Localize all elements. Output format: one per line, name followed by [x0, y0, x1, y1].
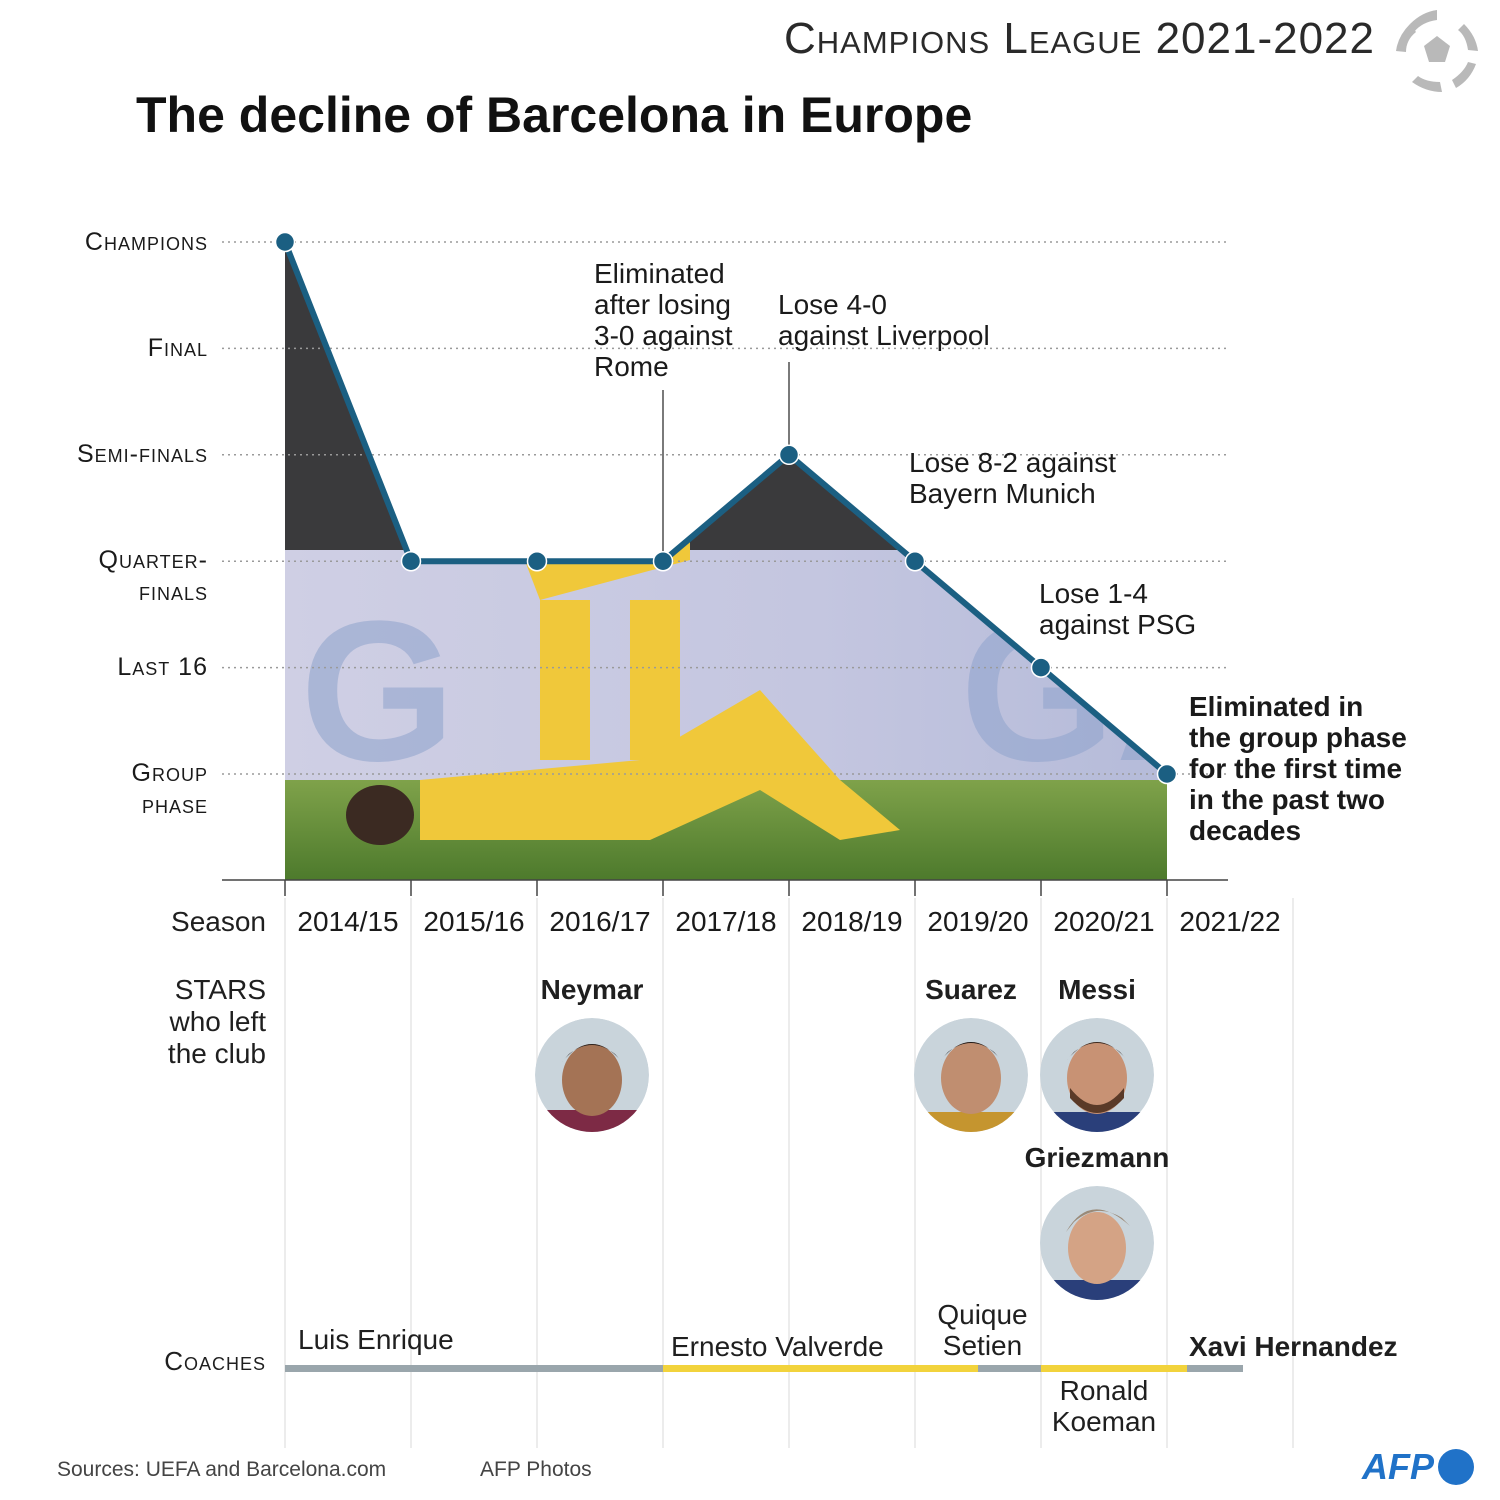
y-label-quarter-finals: Quarter-finals — [98, 546, 208, 606]
coach-ernesto-valverde: Ernesto Valverde — [671, 1331, 884, 1362]
afp-logo-dot — [1438, 1449, 1474, 1485]
data-point — [526, 550, 548, 572]
y-label-final: Final — [147, 334, 208, 362]
annotation-psg: Lose 1-4 against PSG — [1039, 578, 1197, 640]
annotation-rome: Eliminated after losing 3-0 against Rome — [594, 258, 733, 382]
data-point — [400, 550, 422, 572]
star-name: Suarez — [925, 974, 1017, 1005]
annotation-group-phase: Eliminated in the group phase for the fi… — [1189, 691, 1407, 846]
season-tick: 2020/21 — [1053, 906, 1155, 937]
star-name: Neymar — [540, 974, 644, 1005]
star-messi: Messi — [1017, 974, 1177, 1137]
annotation-liverpool: Lose 4-0 against Liverpool — [778, 289, 990, 351]
season-axis-title: Season — [171, 906, 266, 937]
photo-credit: AFP Photos — [480, 1458, 592, 1481]
y-label-last-16: Last 16 — [117, 653, 208, 681]
chart-title: The decline of Barcelona in Europe — [136, 87, 973, 143]
star-griezmann: Griezmann — [1017, 1142, 1177, 1305]
star-suarez: Suarez — [891, 974, 1051, 1137]
season-tick: 2016/17 — [549, 906, 651, 937]
annotation-bayern: Lose 8-2 against Bayern Munich — [909, 447, 1117, 509]
data-point — [274, 231, 296, 253]
data-point — [1030, 657, 1052, 678]
coach-quique-setien: Quique Setien — [937, 1299, 1028, 1361]
data-point — [652, 550, 674, 572]
season-tick: 2018/19 — [801, 906, 903, 937]
x-axis — [222, 879, 1228, 896]
header-series-title: Champions League 2021-2022 — [784, 14, 1375, 63]
coach-xavi-hernandez: Xavi Hernandez — [1189, 1331, 1398, 1362]
coach-bar-quique-setien — [978, 1365, 1041, 1372]
season-tick: 2021/22 — [1179, 906, 1281, 937]
data-point — [904, 550, 926, 572]
season-tick: 2015/16 — [423, 906, 525, 937]
coach-bar-ernesto-valverde — [663, 1365, 978, 1372]
coach-timeline — [285, 1365, 1243, 1372]
data-point — [778, 444, 800, 466]
star-neymar: Neymar — [512, 974, 672, 1137]
series-line — [282, 240, 1169, 777]
svg-text:G: G — [300, 580, 456, 803]
y-label-group-phase: Group phase — [131, 759, 208, 819]
data-point — [1156, 763, 1178, 785]
coach-bar-luis-enrique — [285, 1365, 663, 1372]
avatar — [1040, 1186, 1154, 1300]
sources-note: Sources: UEFA and Barcelona.com — [57, 1458, 387, 1481]
season-tick: 2019/20 — [927, 906, 1029, 937]
star-name: Messi — [1058, 974, 1136, 1005]
coach-luis-enrique: Luis Enrique — [298, 1324, 454, 1355]
avatar — [1040, 1018, 1154, 1132]
afp-logo: AFP — [1362, 1446, 1434, 1487]
coach-ronald-koeman: Ronald Koeman — [1051, 1375, 1157, 1437]
season-column-lines — [284, 898, 1294, 1448]
avatar — [535, 1018, 649, 1132]
y-label-champions: Champions — [84, 228, 208, 256]
season-tick: 2014/15 — [297, 906, 399, 937]
coach-bar-xavi-hernandez — [1187, 1365, 1243, 1372]
star-name: Griezmann — [1024, 1142, 1170, 1173]
coaches-row-label: Coaches — [164, 1346, 266, 1376]
stars-row-label: STARS who left the club — [167, 974, 266, 1069]
series-line-group — [274, 231, 1178, 785]
coach-bar-ronald-koeman — [1041, 1365, 1187, 1372]
annotation-leader-lines — [662, 362, 790, 562]
season-tick: 2017/18 — [675, 906, 777, 937]
avatar — [914, 1018, 1028, 1132]
y-label-semi-finals: Semi-finals — [76, 440, 208, 468]
soccer-ball-icon — [1395, 9, 1479, 93]
